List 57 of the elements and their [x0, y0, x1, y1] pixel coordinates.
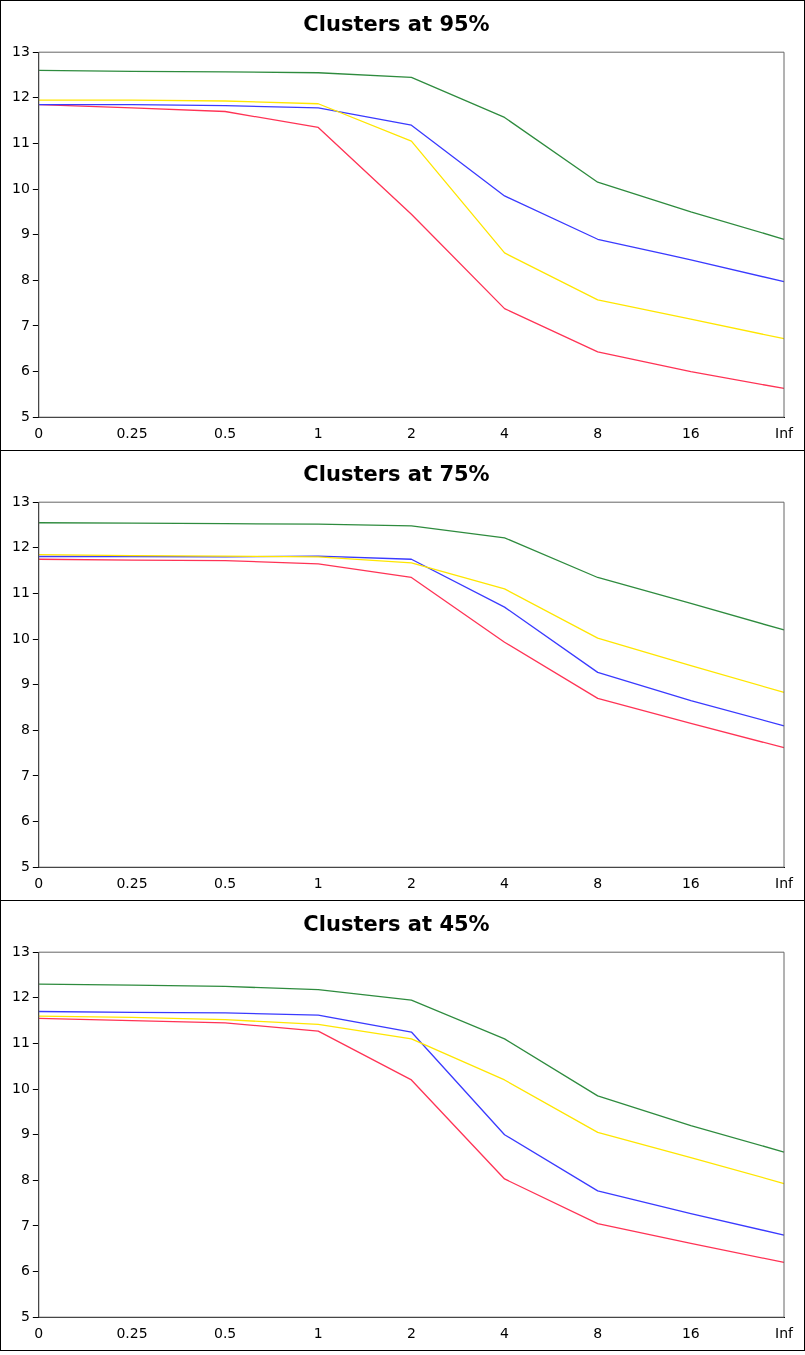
x-tick-label: 8 [593, 875, 603, 892]
x-tick-label: 1 [313, 425, 323, 442]
y-tick-label: 5 [20, 1307, 30, 1324]
y-tick-label: 7 [20, 1216, 30, 1233]
y-tick-label: 9 [20, 1125, 30, 1142]
y-tick-label: 6 [20, 812, 30, 829]
y-tick-label: 12 [11, 988, 30, 1005]
x-tick-label: 1 [313, 875, 323, 892]
chart-title: Clusters at 95% [303, 12, 490, 37]
y-tick-label: 8 [20, 1170, 30, 1187]
x-tick-label: 0 [34, 425, 44, 442]
x-tick-label: 0.25 [116, 1325, 148, 1342]
chart-title: Clusters at 45% [303, 912, 490, 937]
y-tick-label: 11 [11, 584, 30, 601]
x-tick-label: 8 [593, 1325, 603, 1342]
x-tick-label: 4 [500, 875, 510, 892]
chart-title: Clusters at 75% [303, 462, 490, 487]
x-tick-label: 0.25 [116, 875, 148, 892]
x-tick-label: 2 [406, 425, 416, 442]
y-tick-label: 10 [11, 629, 30, 646]
y-tick-label: 7 [20, 316, 30, 333]
x-tick-label: 16 [681, 425, 700, 442]
x-tick-label: Inf [775, 875, 795, 892]
x-tick-label: 4 [500, 1325, 510, 1342]
x-tick-label: 8 [593, 425, 603, 442]
y-tick-label: 13 [11, 492, 30, 509]
x-tick-label: 0.5 [213, 425, 237, 442]
y-tick-label: 8 [20, 720, 30, 737]
x-tick-label: Inf [775, 425, 795, 442]
x-tick-label: 16 [681, 1325, 700, 1342]
x-tick-label: 0 [34, 875, 44, 892]
x-tick-label: 1 [313, 1325, 323, 1342]
y-tick-label: 11 [11, 1034, 30, 1051]
y-tick-label: 12 [11, 88, 30, 105]
x-tick-label: 0.25 [116, 425, 148, 442]
y-tick-label: 13 [11, 942, 30, 959]
y-tick-label: 11 [11, 134, 30, 151]
y-tick-label: 9 [20, 225, 30, 242]
x-tick-label: 16 [681, 875, 700, 892]
y-tick-label: 13 [11, 42, 30, 59]
y-tick-label: 10 [11, 1079, 30, 1096]
y-tick-label: 9 [20, 675, 30, 692]
x-tick-label: 0 [34, 1325, 44, 1342]
x-tick-label: 0.5 [213, 1325, 237, 1342]
y-tick-label: 5 [20, 857, 30, 874]
y-tick-label: 8 [20, 270, 30, 287]
x-tick-label: 2 [406, 1325, 416, 1342]
y-tick-label: 6 [20, 1262, 30, 1279]
y-tick-label: 12 [11, 538, 30, 555]
x-tick-label: Inf [775, 1325, 795, 1342]
x-tick-label: 2 [406, 875, 416, 892]
y-tick-label: 7 [20, 766, 30, 783]
y-tick-label: 5 [20, 407, 30, 424]
y-tick-label: 6 [20, 362, 30, 379]
x-tick-label: 4 [500, 425, 510, 442]
y-tick-label: 10 [11, 179, 30, 196]
x-tick-label: 0.5 [213, 875, 237, 892]
